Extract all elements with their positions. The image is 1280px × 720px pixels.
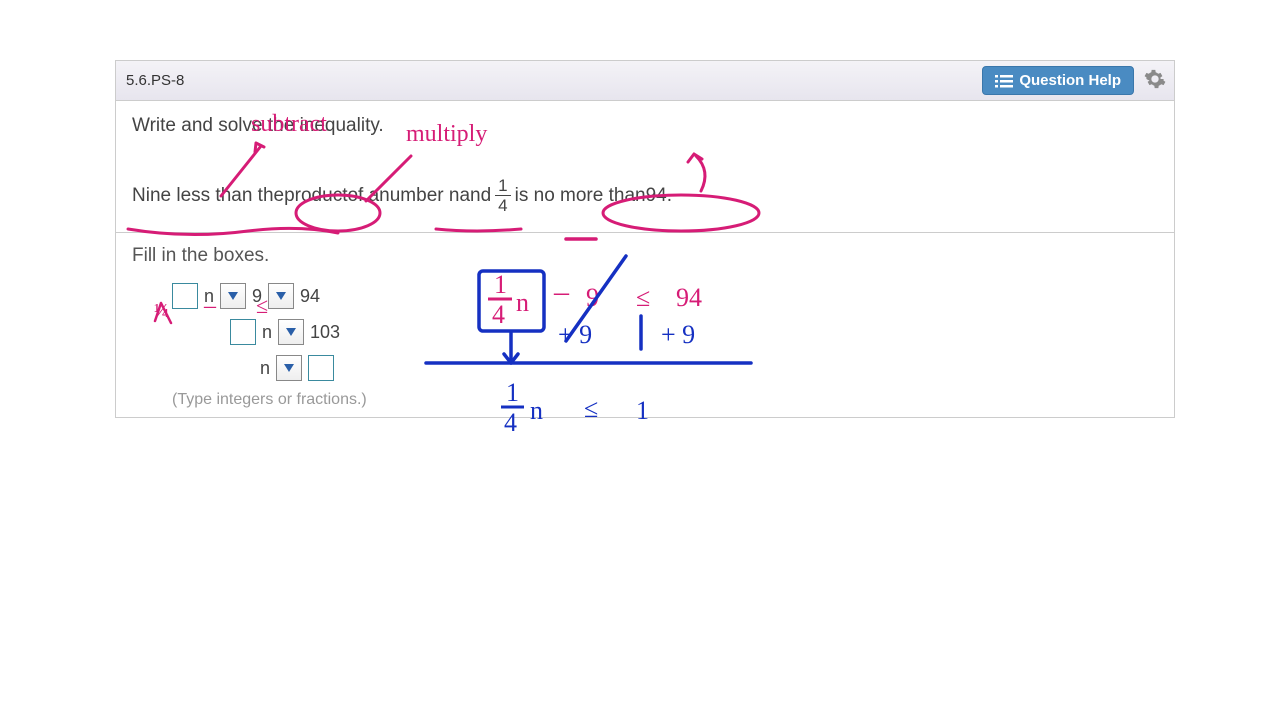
chevron-down-icon bbox=[275, 291, 287, 301]
value-103: 103 bbox=[310, 322, 340, 343]
n-label: n bbox=[204, 286, 214, 307]
list-icon bbox=[995, 74, 1013, 88]
answer-row-1: n 9 94 bbox=[172, 283, 1158, 309]
annot-arrowhead-up bbox=[688, 154, 702, 162]
text-segment: Nine less than the bbox=[132, 185, 284, 207]
n-label: n bbox=[262, 322, 272, 343]
chevron-down-icon bbox=[285, 327, 297, 337]
panel-header: 5.6.PS-8 Question Help bbox=[116, 61, 1174, 101]
relation-dropdown-2[interactable] bbox=[278, 319, 304, 345]
text-segment: of a bbox=[347, 185, 379, 207]
question-line-1: Write and solve the inequality. bbox=[132, 115, 1158, 137]
coefficient-input[interactable] bbox=[172, 283, 198, 309]
help-label: Question Help bbox=[1019, 72, 1121, 89]
operator-dropdown-1[interactable] bbox=[220, 283, 246, 309]
text-segment: 94. bbox=[646, 185, 672, 207]
fill-label: Fill in the boxes. bbox=[132, 245, 1158, 267]
n-label: n bbox=[260, 358, 270, 379]
question-line-2: Nine less than the product of a number n… bbox=[132, 177, 1158, 214]
fraction-denominator: 4 bbox=[498, 196, 507, 214]
relation-dropdown-1[interactable] bbox=[268, 283, 294, 309]
question-content: Write and solve the inequality. Nine les… bbox=[116, 101, 1174, 417]
question-panel: 5.6.PS-8 Question Help Write and so bbox=[115, 60, 1175, 418]
answer-row-2: n 103 bbox=[230, 319, 1158, 345]
coefficient-input-2[interactable] bbox=[230, 319, 256, 345]
input-hint: (Type integers or fractions.) bbox=[172, 391, 1158, 409]
question-help-button[interactable]: Question Help bbox=[982, 66, 1134, 95]
fraction-one-fourth: 1 4 bbox=[495, 177, 510, 214]
chevron-down-icon bbox=[227, 291, 239, 301]
answer-input[interactable] bbox=[308, 355, 334, 381]
text-no-more-than: is no more than bbox=[515, 185, 646, 207]
annot-underline-number-n bbox=[436, 229, 521, 231]
relation-dropdown-3[interactable] bbox=[276, 355, 302, 381]
text-segment: and bbox=[459, 185, 491, 207]
text-product: product bbox=[284, 185, 347, 207]
gear-icon bbox=[1144, 68, 1166, 90]
divider bbox=[116, 232, 1174, 233]
settings-button[interactable] bbox=[1144, 68, 1166, 94]
problem-id: 5.6.PS-8 bbox=[126, 72, 184, 89]
text-number-n: number n bbox=[379, 185, 459, 207]
fraction-numerator: 1 bbox=[495, 177, 510, 196]
value-94: 94 bbox=[300, 286, 320, 307]
chevron-down-icon bbox=[283, 363, 295, 373]
annot-res-den: 4 bbox=[504, 408, 517, 437]
answer-row-3: n bbox=[260, 355, 1158, 381]
annot-arrowhead bbox=[255, 143, 264, 152]
value-9: 9 bbox=[252, 286, 262, 307]
answer-form: n 9 94 n 103 n bbox=[132, 283, 1158, 409]
